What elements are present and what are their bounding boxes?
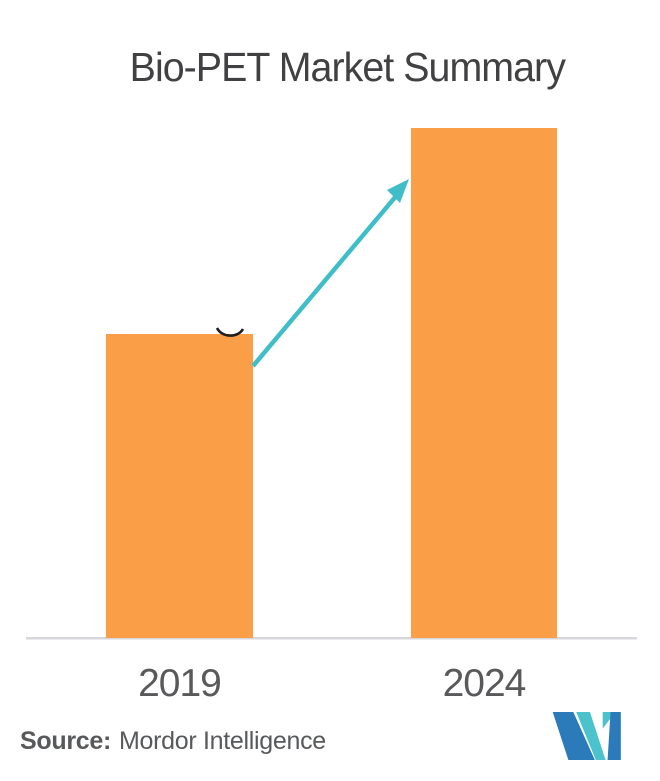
growth-arrow-head	[387, 179, 409, 203]
x-axis-line	[26, 637, 637, 640]
bar-2019	[106, 334, 253, 638]
logo-m-right-stroke	[576, 712, 606, 761]
partial-glyph-artifact	[215, 327, 245, 337]
x-tick-2024: 2024	[442, 662, 527, 705]
mordor-intelligence-logo	[552, 712, 621, 761]
source-label: Source: Mordor Intelligence	[20, 727, 326, 756]
x-tick-2019: 2019	[138, 662, 222, 705]
growth-arrow-line	[251, 193, 399, 368]
logo-m-left-stroke	[552, 712, 595, 761]
source-prefix: Source:	[20, 727, 111, 755]
bar-2024	[411, 128, 557, 638]
chart-title: Bio-PET Market Summary	[129, 44, 566, 90]
source-name: Mordor Intelligence	[118, 727, 326, 755]
logo-i-stroke	[607, 712, 621, 761]
